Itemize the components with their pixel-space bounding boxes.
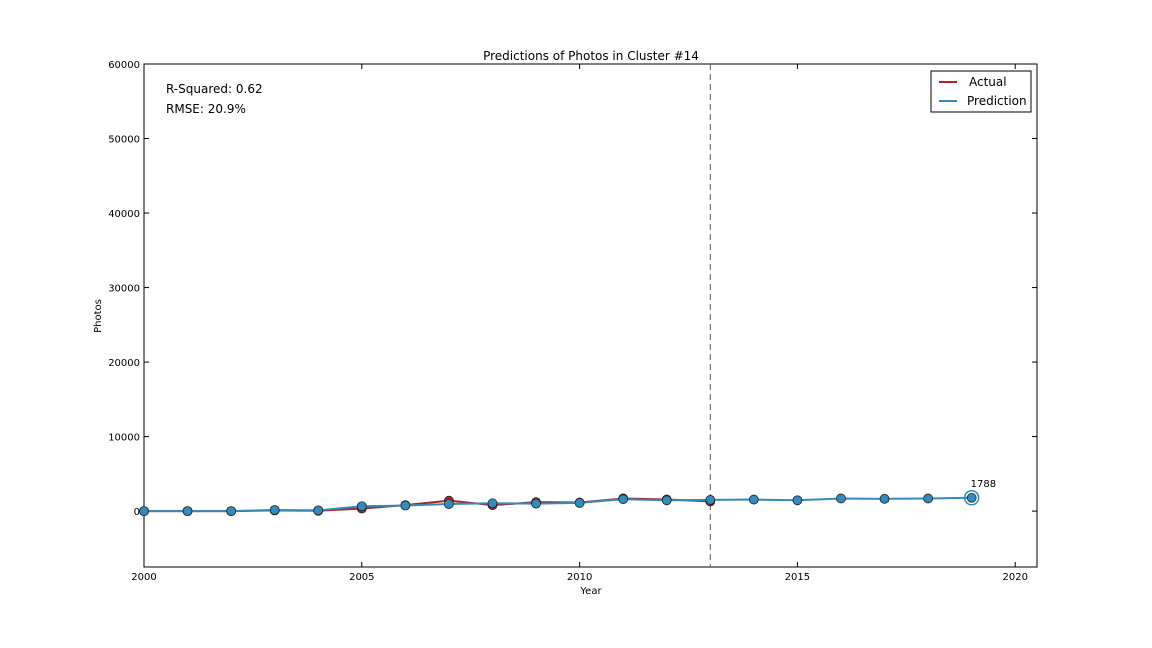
data-point-prediction (487, 498, 498, 509)
legend-label-actual: Actual (969, 75, 1007, 89)
data-point-prediction (313, 505, 324, 516)
plot-frame (143, 63, 1038, 568)
data-point-prediction (836, 493, 846, 504)
data-point-prediction (748, 494, 759, 505)
y-axis-label: Photos (93, 299, 104, 333)
chart-title: Predictions of Photos in Cluster #14 (483, 49, 699, 63)
data-point-prediction (705, 495, 716, 505)
x-tick-label: 2005 (349, 572, 374, 583)
data-point-prediction (618, 494, 629, 505)
legend-label-prediction: Prediction (967, 94, 1027, 108)
rmse-annotation: RMSE: 20.9% (166, 102, 246, 116)
y-tick-label: 0 (134, 507, 140, 518)
x-tick-label: 2015 (785, 572, 810, 583)
data-point-prediction (444, 499, 454, 509)
x-tick-label: 2010 (567, 572, 592, 583)
y-tick-label: 10000 (108, 433, 140, 444)
series-line-prediction (144, 496, 972, 513)
y-tick-label: 40000 (108, 209, 140, 220)
final-point-ring (963, 490, 980, 506)
y-tick-label: 60000 (108, 60, 140, 71)
y-tick-label: 20000 (108, 358, 140, 369)
data-point-prediction (531, 498, 541, 509)
x-tick-label: 2020 (1002, 572, 1027, 583)
data-point-prediction (792, 495, 803, 506)
final-value-label: 1788 (971, 479, 996, 490)
data-point-prediction (356, 501, 367, 512)
data-point-prediction (400, 500, 411, 511)
y-tick-label: 30000 (108, 284, 140, 295)
data-point-prediction (879, 493, 890, 504)
data-point-prediction (661, 495, 672, 506)
data-point-prediction (139, 506, 149, 517)
x-axis-label: Year (579, 586, 602, 597)
x-tick-label: 2000 (131, 572, 156, 583)
y-tick-label: 50000 (108, 135, 140, 146)
data-point-prediction (269, 505, 280, 515)
r-squared-annotation: R-Squared: 0.62 (166, 82, 263, 96)
data-point-prediction (966, 492, 977, 503)
data-point-prediction (226, 506, 237, 517)
data-point-prediction (923, 493, 933, 504)
data-point-prediction (574, 498, 585, 508)
legend-box (930, 70, 1032, 113)
data-point-prediction (182, 506, 193, 517)
